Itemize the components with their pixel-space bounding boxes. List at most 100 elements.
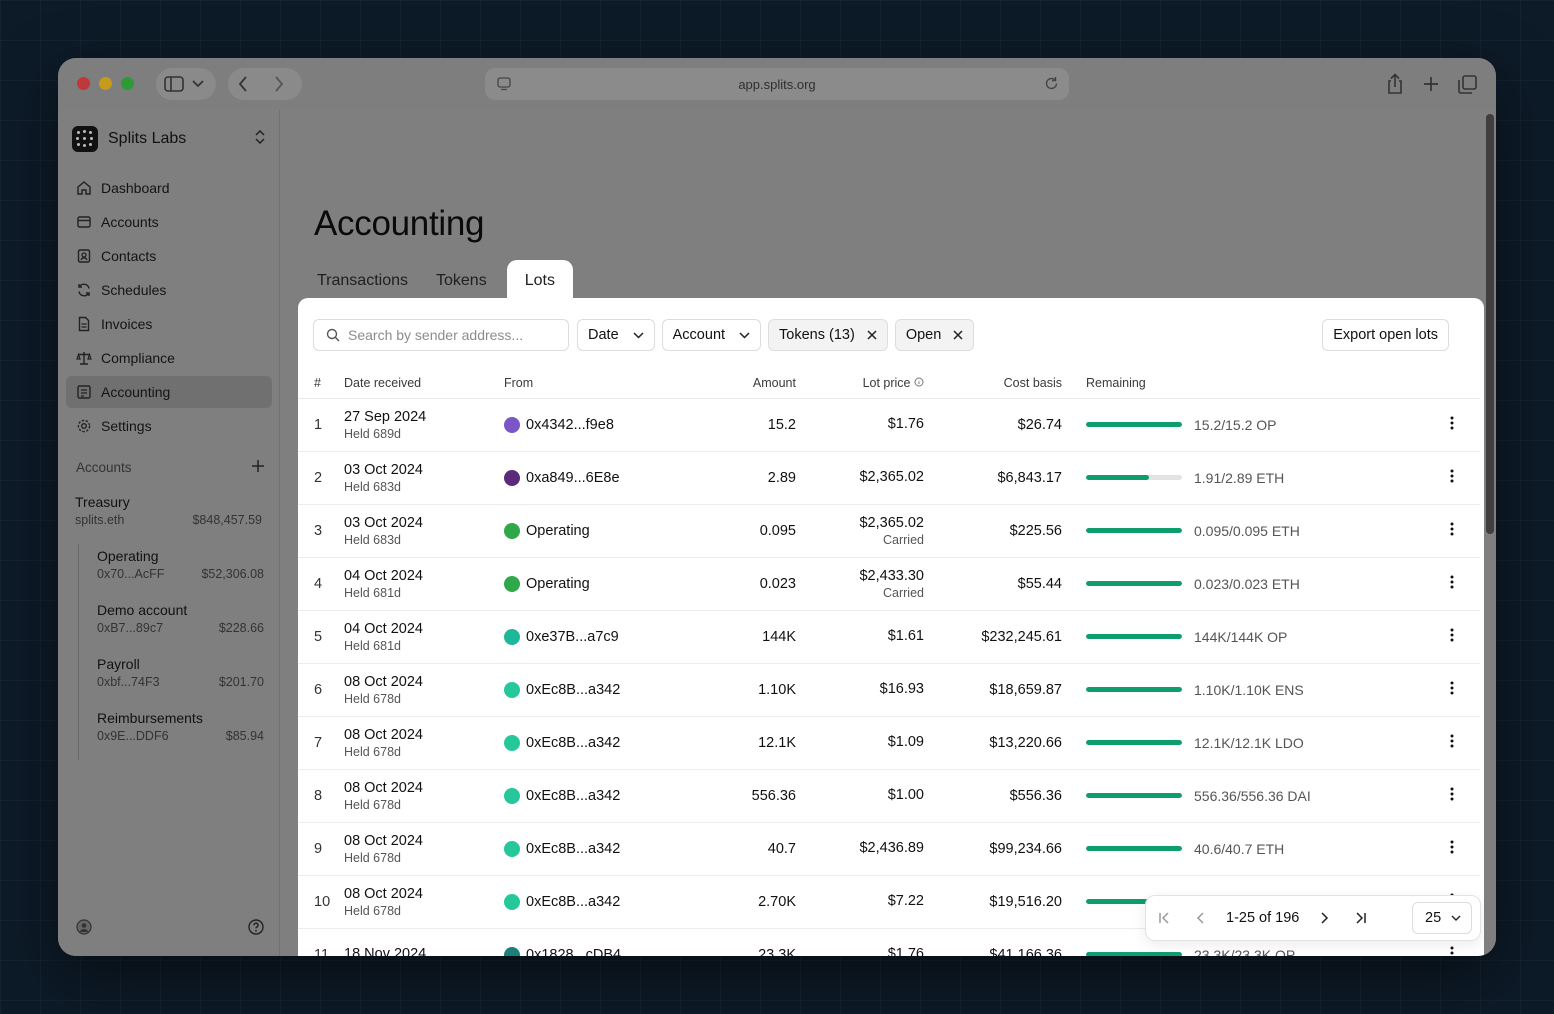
new-tab-icon[interactable] — [1423, 72, 1439, 96]
user-avatar-icon[interactable] — [76, 919, 92, 940]
close-icon[interactable] — [867, 330, 877, 340]
lot-price: $2,436.89 — [859, 839, 924, 856]
last-page-icon[interactable] — [1343, 912, 1379, 924]
account-filter[interactable]: Account — [661, 319, 762, 351]
row-actions[interactable] — [1424, 663, 1480, 717]
from-cell[interactable]: 0x4342...f9e8 — [504, 398, 684, 452]
export-open-lots-button[interactable]: Export open lots — [1322, 319, 1449, 351]
sidebar-toggle-group[interactable] — [156, 68, 216, 100]
col-amount: Amount — [684, 368, 796, 399]
more-vertical-icon[interactable] — [1450, 628, 1454, 642]
nav-schedules[interactable]: Schedules — [66, 274, 272, 306]
tokens-filter-chip[interactable]: Tokens (13) — [768, 319, 888, 351]
from-cell[interactable]: 0xEc8B...a342 — [504, 822, 684, 876]
nav-invoices[interactable]: Invoices — [66, 308, 272, 340]
from-cell[interactable]: Operating — [504, 504, 684, 558]
chevron-down-icon[interactable] — [192, 72, 204, 96]
more-vertical-icon[interactable] — [1450, 522, 1454, 536]
cost-basis-cell: $99,234.66 — [924, 822, 1062, 876]
back-icon[interactable] — [238, 72, 248, 96]
table-row[interactable]: 1 27 Sep 2024 Held 689d 0x4342...f9e8 15.2 $1… — [298, 398, 1480, 452]
chevron-updown-icon[interactable] — [255, 129, 265, 149]
table-row[interactable]: 9 08 Oct 2024 Held 678d 0xEc8B...a342 40.7 $2… — [298, 822, 1480, 876]
more-vertical-icon[interactable] — [1450, 416, 1454, 430]
close-window-button[interactable] — [77, 77, 90, 90]
first-page-icon[interactable] — [1146, 912, 1182, 924]
subaccount-item[interactable]: Operating 0x70...AcFF $52,306.08 — [97, 544, 264, 598]
account-treasury[interactable]: Treasury splits.eth $848,457.59 — [75, 494, 262, 527]
table-row[interactable]: 10 08 Oct 2024 Held 678d 0xEc8B...a342 2.70K… — [298, 875, 1480, 929]
from-cell[interactable]: 0xEc8B...a342 — [504, 875, 684, 929]
nav-accounts[interactable]: Accounts — [66, 206, 272, 238]
sender-avatar — [504, 575, 520, 592]
row-actions[interactable] — [1424, 451, 1480, 505]
reader-icon[interactable] — [497, 77, 511, 94]
more-vertical-icon[interactable] — [1450, 946, 1454, 957]
tab-lots[interactable]: Lots — [506, 260, 573, 302]
sidebar-icon[interactable] — [164, 72, 184, 96]
table-row[interactable]: 7 08 Oct 2024 Held 678d 0xEc8B...a342 12.1K $… — [298, 716, 1480, 770]
tab-overview-icon[interactable] — [1458, 72, 1477, 96]
date-filter[interactable]: Date — [577, 319, 655, 351]
row-actions[interactable] — [1424, 557, 1480, 611]
date-cell: 03 Oct 2024 Held 683d — [344, 451, 504, 505]
org-switcher[interactable]: Splits Labs — [72, 124, 265, 154]
page-size-value: 25 — [1425, 910, 1442, 926]
row-actions[interactable] — [1424, 504, 1480, 558]
prev-page-icon[interactable] — [1182, 912, 1218, 924]
more-vertical-icon[interactable] — [1450, 787, 1454, 801]
tab-transactions[interactable]: Transactions — [311, 260, 414, 302]
sender-address: 0x4342...f9e8 — [526, 416, 614, 433]
browser-window: app.splits.org Splits Labs — [58, 58, 1496, 956]
share-icon[interactable] — [1386, 72, 1404, 96]
from-cell[interactable]: 0xEc8B...a342 — [504, 716, 684, 770]
table-row[interactable]: 6 08 Oct 2024 Held 678d 0xEc8B...a342 1.10K $… — [298, 663, 1480, 717]
tab-tokens[interactable]: Tokens — [430, 260, 493, 302]
reload-icon[interactable] — [1044, 76, 1059, 94]
subaccount-item[interactable]: Payroll 0xbf...74F3 $201.70 — [97, 652, 264, 706]
more-vertical-icon[interactable] — [1450, 681, 1454, 695]
address-bar[interactable]: app.splits.org — [485, 68, 1069, 100]
page-size-select[interactable]: 25 — [1412, 902, 1472, 934]
forward-icon[interactable] — [274, 72, 284, 96]
open-filter-chip[interactable]: Open — [894, 319, 975, 351]
add-account-icon[interactable] — [252, 460, 264, 475]
maximize-window-button[interactable] — [121, 77, 134, 90]
more-vertical-icon[interactable] — [1450, 840, 1454, 854]
from-cell[interactable]: 0x1828...cDB4 — [504, 928, 684, 956]
nav-settings[interactable]: Settings — [66, 410, 272, 442]
from-cell[interactable]: 0xEc8B...a342 — [504, 769, 684, 823]
nav-contacts[interactable]: Contacts — [66, 240, 272, 272]
subaccount-item[interactable]: Demo account 0xB7...89c7 $228.66 — [97, 598, 264, 652]
more-vertical-icon[interactable] — [1450, 575, 1454, 589]
table-row[interactable]: 3 03 Oct 2024 Held 683d Operating 0.095 $2,36… — [298, 504, 1480, 558]
more-vertical-icon[interactable] — [1450, 469, 1454, 483]
from-cell[interactable]: 0xa849...6E8e — [504, 451, 684, 505]
lot-price-cell: $1.00 — [796, 769, 924, 823]
nav-dashboard[interactable]: Dashboard — [66, 172, 272, 204]
row-actions[interactable] — [1424, 822, 1480, 876]
remaining-bar — [1086, 581, 1182, 586]
row-actions[interactable] — [1424, 398, 1480, 452]
table-row[interactable]: 5 04 Oct 2024 Held 681d 0xe37B...a7c9 144K $1… — [298, 610, 1480, 664]
row-actions[interactable] — [1424, 769, 1480, 823]
nav-compliance[interactable]: Compliance — [66, 342, 272, 374]
from-cell[interactable]: 0xEc8B...a342 — [504, 663, 684, 717]
nav-accounting[interactable]: Accounting — [66, 376, 272, 408]
close-icon[interactable] — [953, 330, 963, 340]
row-actions[interactable] — [1424, 716, 1480, 770]
table-row[interactable]: 4 04 Oct 2024 Held 681d Operating 0.023 $2,43… — [298, 557, 1480, 611]
table-row[interactable]: 2 03 Oct 2024 Held 683d 0xa849...6E8e 2.89 $2… — [298, 451, 1480, 505]
more-vertical-icon[interactable] — [1450, 734, 1454, 748]
from-cell[interactable]: Operating — [504, 557, 684, 611]
next-page-icon[interactable] — [1307, 912, 1343, 924]
help-icon[interactable] — [248, 919, 264, 940]
info-icon[interactable] — [914, 377, 924, 387]
table-row[interactable]: 8 08 Oct 2024 Held 678d 0xEc8B...a342 556.36… — [298, 769, 1480, 823]
minimize-window-button[interactable] — [99, 77, 112, 90]
subaccount-item[interactable]: Reimbursements 0x9E...DDF6 $85.94 — [97, 706, 264, 760]
search-input[interactable]: Search by sender address... — [313, 319, 569, 351]
scrollbar[interactable] — [1486, 114, 1494, 534]
from-cell[interactable]: 0xe37B...a7c9 — [504, 610, 684, 664]
row-actions[interactable] — [1424, 610, 1480, 664]
